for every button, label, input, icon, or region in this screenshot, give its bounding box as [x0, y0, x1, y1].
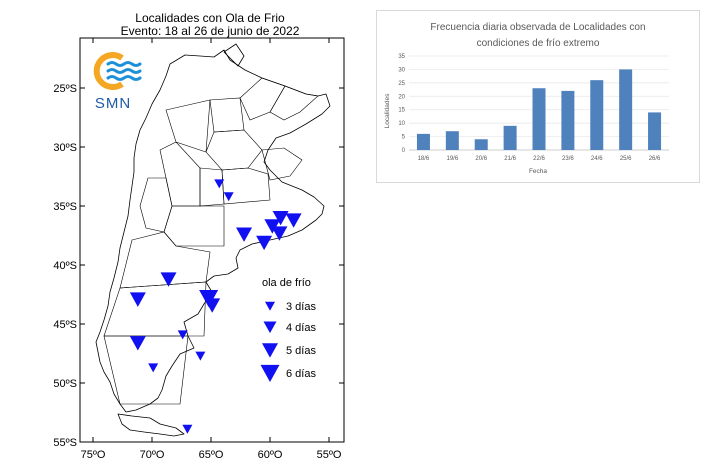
x-tick-label-21-6: 21/6	[504, 156, 516, 162]
logo-text: SMN	[95, 95, 131, 112]
y-tick-label-25: 25	[398, 81, 405, 87]
y-tick-label-10: 10	[398, 121, 405, 127]
y-tick-label-5: 5	[402, 135, 406, 141]
legend-label-5-days: 5 días	[286, 345, 316, 357]
x-tick-label-19-6: 19/6	[446, 156, 458, 162]
y-tick-label-20: 20	[398, 94, 405, 100]
chart-bars	[416, 69, 662, 150]
lat-label-45s: 45ºS	[53, 319, 77, 331]
map-graticule-ticks	[80, 38, 344, 443]
lat-label-35s: 35ºS	[53, 201, 77, 213]
legend-label-3-days: 3 días	[286, 301, 316, 313]
station-marker-2-3-days	[223, 192, 234, 202]
station-marker-17-3-days	[182, 424, 193, 434]
map-frame	[79, 37, 345, 443]
logo-sun-ring	[93, 52, 124, 90]
bar-22-6	[532, 88, 546, 150]
station-marker-3-5-days	[236, 227, 253, 242]
province-borders	[103, 77, 319, 405]
legend-symbol-6-days	[260, 364, 280, 383]
station-marker-7-5-days	[271, 226, 288, 241]
bar-23-6	[561, 90, 575, 150]
chart-x-axis-label: Fecha	[529, 168, 547, 175]
legend-title: ola de frío	[262, 277, 311, 289]
x-tick-label-23-6: 23/6	[562, 156, 574, 162]
lon-label-65o: 65ºO	[199, 449, 224, 461]
y-tick-label-0: 0	[402, 148, 406, 154]
chart-title-line-2: condiciones de frío extremo	[477, 38, 600, 49]
argentina-outline	[95, 43, 331, 437]
bar-24-6	[590, 80, 604, 150]
daily-frequency-chart-panel: Frecuencia diaria observada de Localidad…	[376, 10, 700, 183]
station-marker-9-5-days	[160, 272, 177, 287]
lon-label-55o: 55ºO	[317, 449, 342, 461]
x-tick-label-20-6: 20/6	[475, 156, 487, 162]
station-marker-15-3-days	[195, 351, 206, 361]
station-marker-8-5-days	[285, 213, 302, 228]
station-marker-13-3-days	[177, 330, 188, 340]
station-marker-16-3-days	[148, 363, 159, 373]
y-tick-label-15: 15	[398, 108, 405, 114]
legend-symbol-3-days	[265, 301, 275, 311]
y-tick-label-35: 35	[398, 54, 405, 60]
station-marker-14-5-days	[129, 336, 146, 351]
smn-logo: SMN	[93, 52, 142, 112]
x-tick-label-22-6: 22/6	[533, 156, 545, 162]
x-tick-label-18-6: 18/6	[418, 156, 430, 162]
station-marker-1-3-days	[214, 179, 225, 189]
legend-label-6-days: 6 días	[286, 368, 316, 380]
x-tick-label-26-6: 26/6	[649, 156, 661, 162]
y-tick-label-30: 30	[398, 67, 405, 73]
bar-19-6	[445, 131, 459, 150]
legend-symbol-4-days	[263, 321, 277, 334]
station-markers	[129, 179, 302, 434]
lon-label-70o: 70ºO	[140, 449, 165, 461]
lat-label-55s: 55ºS	[53, 437, 77, 449]
lat-label-30s: 30ºS	[53, 142, 77, 154]
daily-frequency-bar-chart: Frecuencia diaria observada de Localidad…	[384, 22, 669, 175]
map-legend: ola de frío 3 días 4 días 5 días 6 días	[260, 277, 316, 383]
cold-wave-map-panel: Localidades con Ola de Frio Evento: 18 a…	[0, 0, 360, 469]
x-tick-label-25-6: 25/6	[620, 156, 632, 162]
station-marker-12-5-days	[204, 298, 221, 313]
station-marker-4-5-days	[256, 235, 273, 251]
bar-26-6	[648, 112, 662, 150]
lon-label-60o: 60ºO	[258, 449, 283, 461]
bar-21-6	[503, 125, 517, 150]
x-tick-label-24-6: 24/6	[591, 156, 603, 162]
legend-symbols	[260, 301, 280, 383]
chart-y-tick-labels: 0 5 10 15 20 25 30 35	[398, 54, 405, 154]
map-subtitle: Evento: 18 al 26 de junio de 2022	[121, 24, 300, 38]
bar-25-6	[619, 69, 633, 150]
legend-label-4-days: 4 días	[286, 322, 316, 334]
chart-title-line-1: Frecuencia diaria observada de Localidad…	[430, 22, 645, 33]
lat-label-40s: 40ºS	[53, 260, 77, 272]
logo-waves-icon	[106, 61, 142, 81]
bar-20-6	[474, 139, 488, 150]
legend-symbol-5-days	[262, 343, 278, 358]
map-title: Localidades con Ola de Frio	[135, 11, 285, 25]
lon-label-75o: 75ºO	[81, 449, 106, 461]
lat-label-50s: 50ºS	[53, 378, 77, 390]
bar-18-6	[416, 133, 430, 150]
chart-y-axis-label: Localidades	[384, 93, 391, 128]
station-marker-10-5-days	[129, 292, 146, 307]
lat-label-25s: 25ºS	[53, 83, 77, 95]
chart-x-tick-labels: 18/6 19/6 20/6 21/6 22/6 23/6 24/6 25/6 26/6	[418, 156, 661, 162]
station-marker-6-5-days	[272, 211, 289, 226]
cold-wave-map: Localidades con Ola de Frio Evento: 18 a…	[53, 11, 345, 461]
